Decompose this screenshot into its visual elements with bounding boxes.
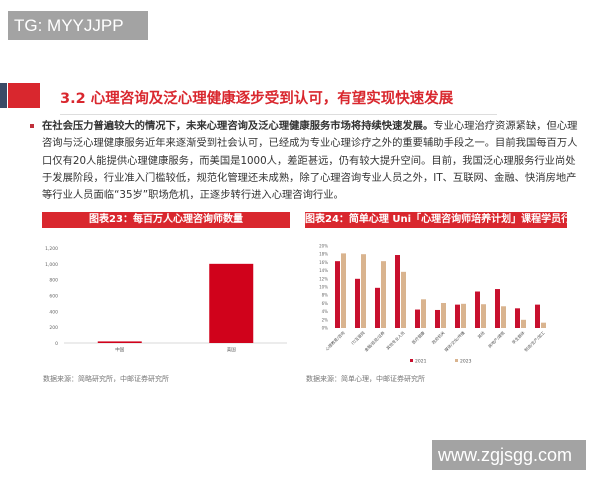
x-tick-label: 制造/生产/加工 <box>523 329 546 352</box>
y-tick-label: 1,200 <box>45 246 58 252</box>
y-tick-label: 20% <box>319 244 328 249</box>
chart-23-title: 图表23：每百万人心理咨询师数量 <box>42 212 290 228</box>
bar-2023 <box>421 299 426 328</box>
y-tick-label: 400 <box>49 309 58 315</box>
bar-2021 <box>535 304 540 328</box>
x-tick-label: 学生群体 <box>510 329 526 345</box>
x-tick-label: 心理教育/咨询 <box>324 329 346 351</box>
y-tick-label: 6% <box>322 301 329 306</box>
bar-2021 <box>375 287 380 328</box>
y-tick-label: 0 <box>55 341 58 347</box>
bar-2021 <box>415 309 420 328</box>
body-paragraph: 在社会压力普遍较大的情况下，未来心理咨询及泛心理健康服务市场将持续快速发展。专业… <box>42 118 578 204</box>
x-tick-label: 房地产/建筑 <box>486 329 505 348</box>
bar-2021 <box>515 308 520 328</box>
y-tick-label: 18% <box>319 252 328 257</box>
chart-24-title: 图表24：简单心理 Uni「心理咨询师培养计划」课程学员行业分布 <box>305 212 567 228</box>
chart-24: 图表24：简单心理 Uni「心理咨询师培养计划」课程学员行业分布 0% 2% 4% 6… <box>305 212 567 368</box>
bar-2023 <box>501 306 506 328</box>
y-tick-label: 8% <box>322 293 329 298</box>
bar-中国 <box>97 341 142 343</box>
y-tick-label: 16% <box>319 260 328 265</box>
watermark-bottom-right: www.zgjsgg.com <box>432 440 586 470</box>
bar-2021 <box>455 304 460 328</box>
x-tick-label: 医疗健康 <box>410 329 426 345</box>
y-tick-label: 800 <box>49 278 58 284</box>
x-tick-label: 政府机关 <box>430 329 446 345</box>
legend-label: 2021 <box>415 359 427 365</box>
y-tick-label: 600 <box>49 294 58 300</box>
divider <box>60 114 497 115</box>
y-tick-label: 12% <box>319 276 328 281</box>
x-tick-label: 金融/投资/证券 <box>363 329 386 352</box>
y-tick-label: 4% <box>322 309 329 314</box>
x-tick-label: 中国 <box>115 346 124 353</box>
x-tick-label: IT/互联网 <box>349 329 365 345</box>
bar-2023 <box>381 261 386 328</box>
bar-2023 <box>361 254 366 328</box>
chart-23: 图表23：每百万人心理咨询师数量 0 200 400 600 800 1,000 1,200… <box>42 212 290 368</box>
y-tick-label: 2% <box>322 317 329 322</box>
bar-2023 <box>541 322 546 328</box>
legend-swatch-2023 <box>455 359 458 362</box>
section-marker-red <box>8 83 40 108</box>
bar-2021 <box>435 309 440 328</box>
bar-2023 <box>461 303 466 328</box>
x-tick-label: 其他专业人员 <box>384 329 405 350</box>
x-tick-label: 美国 <box>227 346 236 353</box>
y-tick-label: 10% <box>319 285 328 290</box>
bar-2021 <box>495 289 500 328</box>
y-tick-label: 14% <box>319 268 328 273</box>
y-tick-label: 0% <box>322 326 329 331</box>
chart-24-plot: 0% 2% 4% 6% 8% 10% 12% 14% 16% 18% 20% 心理教育/咨询 IT/互联… <box>319 244 546 365</box>
x-tick-label: 其他 <box>476 329 486 339</box>
bar-2023 <box>521 319 526 328</box>
chart-23-source: 数据来源：简略研究所，中邮证券研究所 <box>43 375 169 383</box>
chart-23-plot: 0 200 400 600 800 1,000 1,200 中国 美国 <box>45 246 287 353</box>
bar-美国 <box>209 263 254 343</box>
bar-2021 <box>395 255 400 328</box>
paragraph-body: 专业心理治疗资源紧缺，但心理咨询与泛心理健康服务近年来逐渐受到社会认可，已经成为… <box>42 120 578 202</box>
legend-label: 2023 <box>460 359 472 365</box>
y-tick-label: 1,000 <box>45 262 58 268</box>
x-tick-label: 媒体/文化/传播 <box>443 329 466 352</box>
section-marker-blue <box>0 83 7 108</box>
bar-2021 <box>355 278 360 328</box>
watermark-top-left: TG: MYYJJPP <box>8 11 148 40</box>
bar-2021 <box>475 291 480 328</box>
bullet-icon <box>30 124 34 128</box>
section-title: 3.2 心理咨询及泛心理健康逐步受到认可，有望实现快速发展 <box>60 91 454 107</box>
bar-2023 <box>441 302 446 328</box>
legend-swatch-2021 <box>410 359 413 362</box>
bar-2021 <box>335 261 340 328</box>
paragraph-lead: 在社会压力普遍较大的情况下，未来心理咨询及泛心理健康服务市场将持续快速发展。 <box>42 120 434 132</box>
bar-2023 <box>401 271 406 328</box>
chart-24-source: 数据来源：简单心理，中邮证券研究所 <box>306 375 425 383</box>
y-tick-label: 200 <box>49 325 58 331</box>
bar-2023 <box>341 253 346 328</box>
bar-2023 <box>481 304 486 328</box>
